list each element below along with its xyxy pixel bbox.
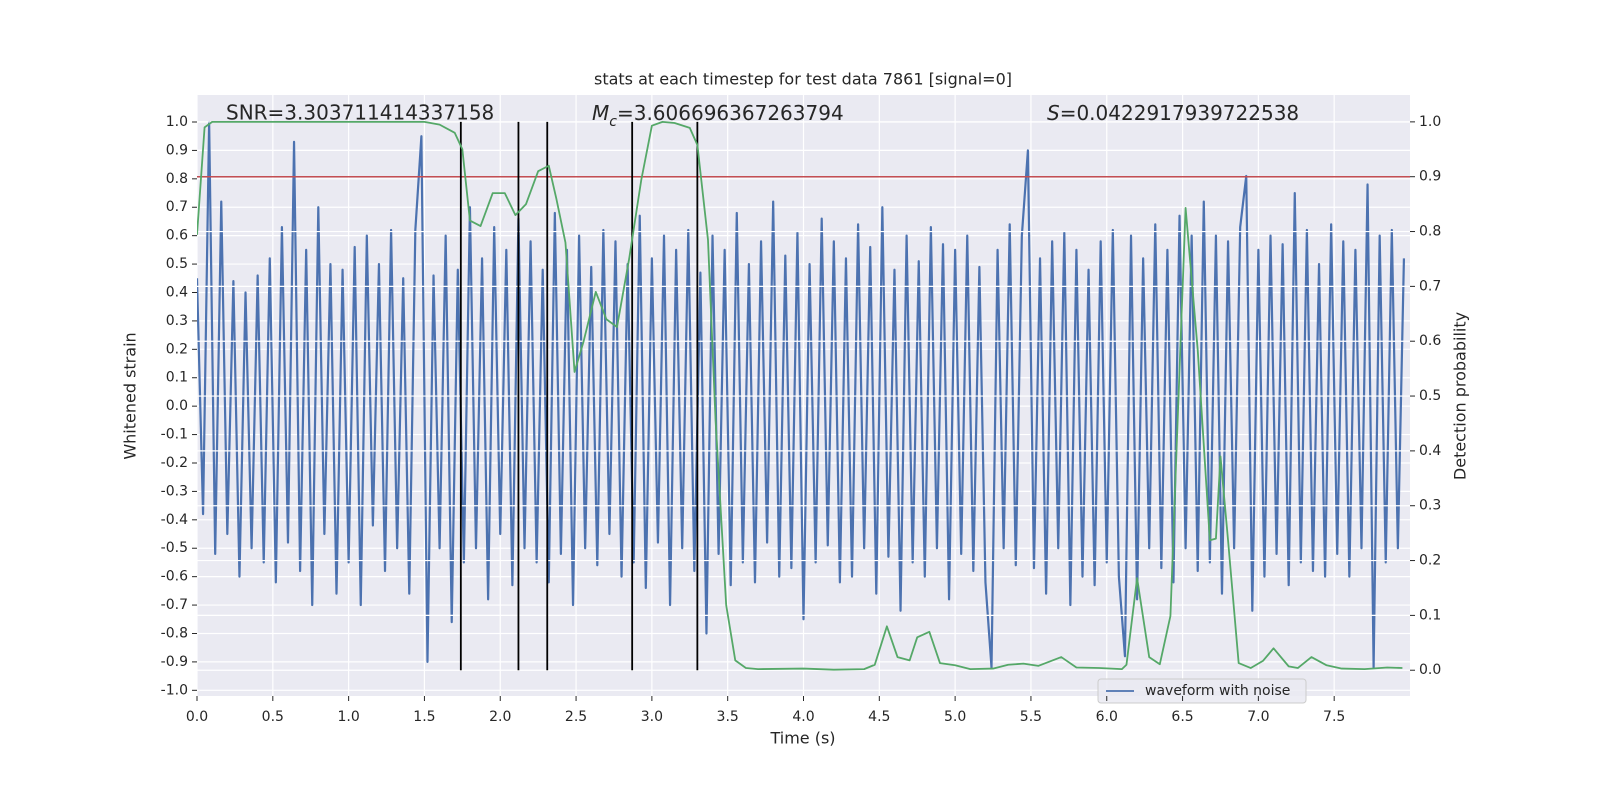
y-tick-label: -0.4 [161,512,188,528]
y-tick-label: 0.9 [166,142,188,158]
y-tick-label: 0.1 [166,370,188,386]
y-tick-label: -0.7 [161,597,188,613]
annotation: Mc=3.606696367263794 [592,101,844,131]
chart-title: stats at each timestep for test data 786… [594,70,1012,89]
series-line [197,120,1403,671]
legend-label: waveform with noise [1145,683,1290,699]
y-tick-label: -0.3 [161,483,188,499]
y2-tick-label: 0.4 [1419,443,1441,459]
y2-tick-label: 1.0 [1419,114,1441,130]
x-tick-label: 2.5 [565,709,587,725]
x-tick-label: 1.5 [413,709,435,725]
x-tick-label: 0.5 [262,709,284,725]
y-tick-label: 0.8 [166,171,188,187]
y-tick-label: -0.1 [161,427,188,443]
x-tick-label: 7.0 [1247,709,1269,725]
y-tick-label: 0.5 [166,256,188,272]
x-tick-label: 4.5 [868,709,890,725]
y2-tick-label: 0.7 [1419,278,1441,294]
y-tick-label: 0.4 [166,284,188,300]
y-tick-label: -1.0 [161,682,188,698]
x-tick-label: 0.0 [186,709,208,725]
x-tick-label: 4.0 [792,709,814,725]
y-tick-label: -0.9 [161,654,188,670]
annotation: SNR=3.303711414337158 [226,101,494,125]
y2-tick-label: 0.3 [1419,498,1441,514]
legend-box [1097,678,1307,704]
y-tick-label: 0.6 [166,228,188,244]
x-tick-label: 3.0 [641,709,663,725]
legend: waveform with noise [1097,678,1307,704]
annotation-symbol: S [1047,101,1060,125]
x-tick-label: 7.5 [1323,709,1345,725]
y2-tick-label: 0.1 [1419,607,1441,623]
x-axis-label: Time (s) [769,729,835,748]
y-tick-label: -0.2 [161,455,188,471]
series-line [197,120,1406,669]
y2-tick-label: 0.9 [1419,169,1441,185]
annotation-symbol: M [592,101,609,125]
annotation-text: =3.606696367263794 [617,101,844,125]
x-tick-label: 1.0 [337,709,359,725]
y2-axis-label: Detection probability [1451,312,1470,480]
y2-tick-label: 0.6 [1419,333,1441,349]
x-tick-label: 3.5 [717,709,739,725]
y2-tick-label: 0.2 [1419,553,1441,569]
y2-tick-label: 0.0 [1419,662,1441,678]
y-tick-label: -0.6 [161,569,188,585]
x-tick-label: 2.0 [489,709,511,725]
x-tick-label: 5.0 [944,709,966,725]
y-tick-label: 1.0 [166,114,188,130]
y-tick-label: 0.0 [166,398,188,414]
x-tick-label: 6.5 [1171,709,1193,725]
y-tick-label: 0.7 [166,199,188,215]
y2-tick-label: 0.5 [1419,388,1441,404]
annotation-text: =0.0422917939722538 [1060,101,1299,125]
x-tick-label: 5.5 [1020,709,1042,725]
y-tick-label: -0.5 [161,540,188,556]
y-tick-label: 0.2 [166,341,188,357]
plot-area [196,95,1410,696]
y-tick-label: -0.8 [161,625,188,641]
y2-tick-label: 0.8 [1419,224,1441,240]
annotation-subscript: c [609,114,617,130]
annotation: S=0.0422917939722538 [1047,101,1299,125]
y-axis-label: Whitened strain [121,332,140,459]
x-tick-label: 6.0 [1096,709,1118,725]
y-tick-label: 0.3 [166,313,188,329]
